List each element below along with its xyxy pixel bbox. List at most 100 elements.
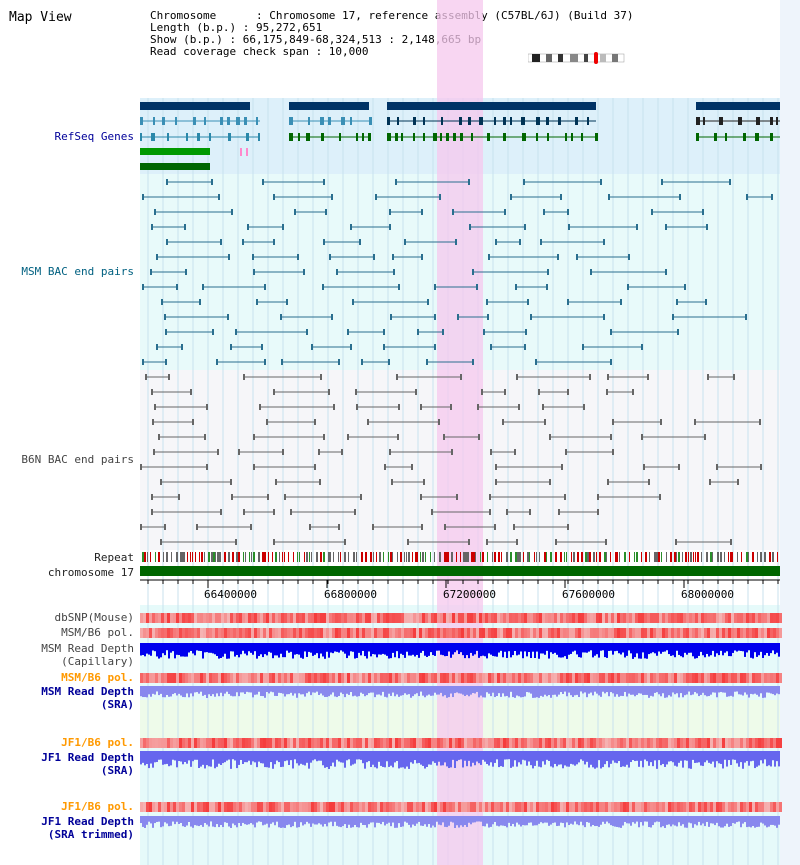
polymorphism-mark <box>611 802 614 812</box>
gene-exon <box>510 117 512 125</box>
read-depth-bar <box>684 686 686 696</box>
read-depth-bar <box>334 816 336 822</box>
polymorphism-mark <box>452 628 455 638</box>
track-label-chromosome[interactable]: chromosome 17 <box>47 566 134 579</box>
track-label-msm-depth-cap[interactable]: MSM Read Depth <box>41 642 134 655</box>
track-label-msm-depth-sra[interactable]: MSM Read Depth <box>41 685 134 698</box>
polymorphism-mark <box>608 738 611 748</box>
repeat-mark <box>430 552 431 562</box>
polymorphism-mark <box>383 738 386 748</box>
read-depth-bar <box>778 751 780 767</box>
track-label-msm-b6-pol[interactable]: MSM/B6 pol. <box>61 626 134 639</box>
read-depth-bar <box>142 816 144 827</box>
track-label-jf1-trim[interactable]: JF1 Read Depth <box>41 815 134 828</box>
read-depth-bar <box>192 643 194 654</box>
read-depth-bar <box>212 686 214 695</box>
polymorphism-mark <box>266 628 269 638</box>
gene-exon <box>413 133 415 141</box>
polymorphism-mark <box>251 628 254 638</box>
polymorphism-mark <box>524 613 527 623</box>
polymorphism-mark <box>401 628 404 638</box>
read-depth-bar <box>676 751 678 767</box>
read-depth-bar <box>676 643 678 651</box>
read-depth-bar <box>242 751 244 764</box>
polymorphism-mark <box>185 628 188 638</box>
read-depth-bar <box>434 686 436 693</box>
polymorphism-mark <box>356 738 359 748</box>
polymorphism-mark <box>245 738 248 748</box>
polymorphism-mark <box>359 628 362 638</box>
read-depth-bar <box>478 816 480 822</box>
read-depth-bar <box>242 643 244 651</box>
read-depth-bar <box>576 643 578 655</box>
polymorphism-mark <box>512 613 515 623</box>
polymorphism-mark <box>527 738 530 748</box>
track-label-repeat[interactable]: Repeat <box>94 551 134 564</box>
gene-exon <box>441 117 443 125</box>
polymorphism-mark <box>770 673 773 683</box>
polymorphism-mark <box>743 613 746 623</box>
read-depth-bar <box>564 643 566 657</box>
repeat-mark <box>171 552 172 562</box>
polymorphism-mark <box>779 628 782 638</box>
bac-end <box>516 374 518 380</box>
read-depth-bar <box>582 643 584 653</box>
polymorphism-mark <box>692 628 695 638</box>
read-depth-bar <box>712 686 714 693</box>
polymorphism-mark <box>458 738 461 748</box>
read-depth-bar <box>648 686 650 698</box>
bac-end <box>469 224 471 230</box>
track-label-msm-b6-pol-sra[interactable]: MSM/B6 pol. <box>61 671 134 684</box>
polymorphism-mark <box>758 738 761 748</box>
polymorphism-mark <box>566 628 569 638</box>
repeat-mark <box>258 552 260 562</box>
repeat-mark <box>544 552 546 562</box>
polymorphism-mark <box>242 802 245 812</box>
read-depth-bar <box>256 686 258 695</box>
polymorphism-mark <box>680 802 683 812</box>
read-depth-bar <box>446 643 448 656</box>
bac-end <box>524 344 526 350</box>
repeat-mark <box>555 552 557 562</box>
bac-end <box>519 239 521 245</box>
bac-end <box>280 314 282 320</box>
track-label-b6n-bac[interactable]: B6N BAC end pairs <box>21 453 134 466</box>
repeat-mark <box>769 552 771 562</box>
polymorphism-mark <box>308 613 311 623</box>
read-depth-bar <box>778 686 780 695</box>
repeat-mark <box>361 552 363 562</box>
track-label-msm-bac[interactable]: MSM BAC end pairs <box>21 265 134 278</box>
track-label-jf1-depth[interactable]: JF1 Read Depth <box>41 751 134 764</box>
read-depth-bar <box>588 751 590 768</box>
read-depth-bar <box>418 751 420 763</box>
repeat-mark <box>306 552 308 562</box>
polymorphism-mark <box>377 613 380 623</box>
polymorphism-mark <box>413 738 416 748</box>
read-depth-bar <box>376 643 378 658</box>
polymorphism-mark <box>260 738 263 748</box>
polymorphism-mark <box>581 738 584 748</box>
polymorphism-mark <box>548 738 551 748</box>
bac-end <box>151 509 153 515</box>
track-label-jf1-pol[interactable]: JF1/B6 pol. <box>61 736 134 749</box>
polymorphism-mark <box>572 628 575 638</box>
read-depth-bar <box>176 816 178 822</box>
polymorphism-mark <box>152 738 155 748</box>
polymorphism-mark <box>704 628 707 638</box>
polymorphism-mark <box>758 628 761 638</box>
track-label-refseq[interactable]: RefSeq Genes <box>54 130 134 143</box>
repeat-mark <box>195 552 196 562</box>
track-label-jf1-pol-2[interactable]: JF1/B6 pol. <box>61 800 134 813</box>
read-depth-bar <box>504 751 506 760</box>
polymorphism-mark <box>533 673 536 683</box>
polymorphism-mark <box>425 802 428 812</box>
repeat-mark <box>688 552 689 562</box>
track-label-dbsnp[interactable]: dbSNP(Mouse) <box>54 611 134 624</box>
polymorphism-mark <box>365 673 368 683</box>
chromosome-ideogram[interactable] <box>528 52 628 66</box>
bac-end <box>250 524 252 530</box>
polymorphism-mark <box>572 738 575 748</box>
read-depth-bar <box>370 751 372 768</box>
polymorphism-mark <box>338 613 341 623</box>
